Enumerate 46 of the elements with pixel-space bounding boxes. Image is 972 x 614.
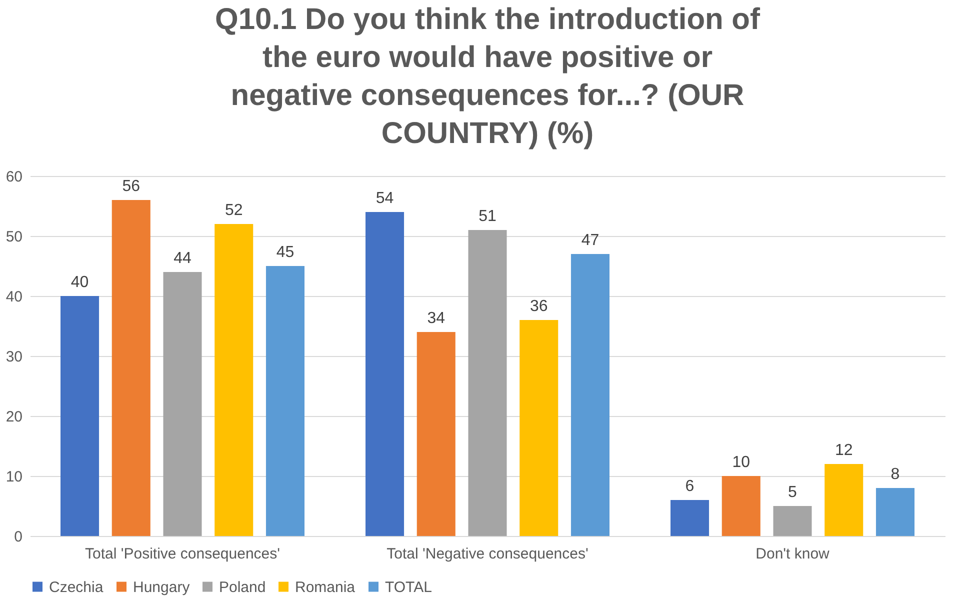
data-label: 54 — [376, 190, 394, 207]
legend-label: Romania — [295, 578, 356, 596]
bar — [876, 488, 914, 536]
data-label: 34 — [427, 310, 446, 327]
bar — [214, 224, 254, 536]
x-tick-label: Total 'Negative consequences' — [386, 546, 588, 562]
bar — [570, 254, 610, 536]
data-label: 40 — [70, 274, 89, 291]
data-label: 10 — [732, 454, 750, 471]
x-tick-label: Total 'Positive consequences' — [84, 546, 280, 562]
y-tick-label: 0 — [14, 528, 22, 546]
bar — [112, 200, 150, 536]
data-label: 44 — [174, 250, 192, 267]
legend-label: Czechia — [49, 578, 104, 596]
bar — [416, 332, 456, 536]
legend-label: Hungary — [133, 578, 190, 596]
y-tick-label: 60 — [6, 168, 22, 186]
bar — [670, 500, 710, 536]
data-label: 36 — [530, 298, 548, 315]
bar — [773, 506, 812, 536]
data-label: 12 — [834, 442, 853, 459]
data-label: 8 — [890, 466, 900, 483]
y-tick-label: 40 — [6, 288, 22, 306]
bar — [60, 296, 100, 536]
y-tick-label: 10 — [6, 468, 22, 486]
bar — [163, 272, 202, 536]
legend-label: TOTAL — [385, 578, 432, 596]
bar — [722, 476, 760, 536]
legend-label: Poland — [219, 578, 266, 596]
bar — [824, 464, 864, 536]
bar — [266, 266, 304, 536]
y-tick-label: 20 — [6, 408, 22, 426]
data-label: 45 — [276, 244, 294, 261]
bar — [520, 320, 558, 536]
bar — [468, 230, 507, 536]
data-label: 6 — [685, 478, 694, 495]
x-tick-label: Don't know — [756, 546, 830, 562]
data-label: 47 — [581, 232, 600, 249]
data-label: 56 — [122, 178, 140, 195]
bar — [366, 212, 404, 536]
chart-title: Q10.1 Do you think the introduction of the euro would have positive or negative consequences for...? (OUR COUNTRY) (%) — [215, 3, 762, 150]
data-label: 51 — [478, 208, 496, 225]
y-tick-label: 50 — [6, 228, 22, 246]
data-label: 52 — [224, 202, 243, 219]
data-label: 5 — [788, 484, 798, 501]
y-tick-label: 30 — [6, 348, 22, 366]
